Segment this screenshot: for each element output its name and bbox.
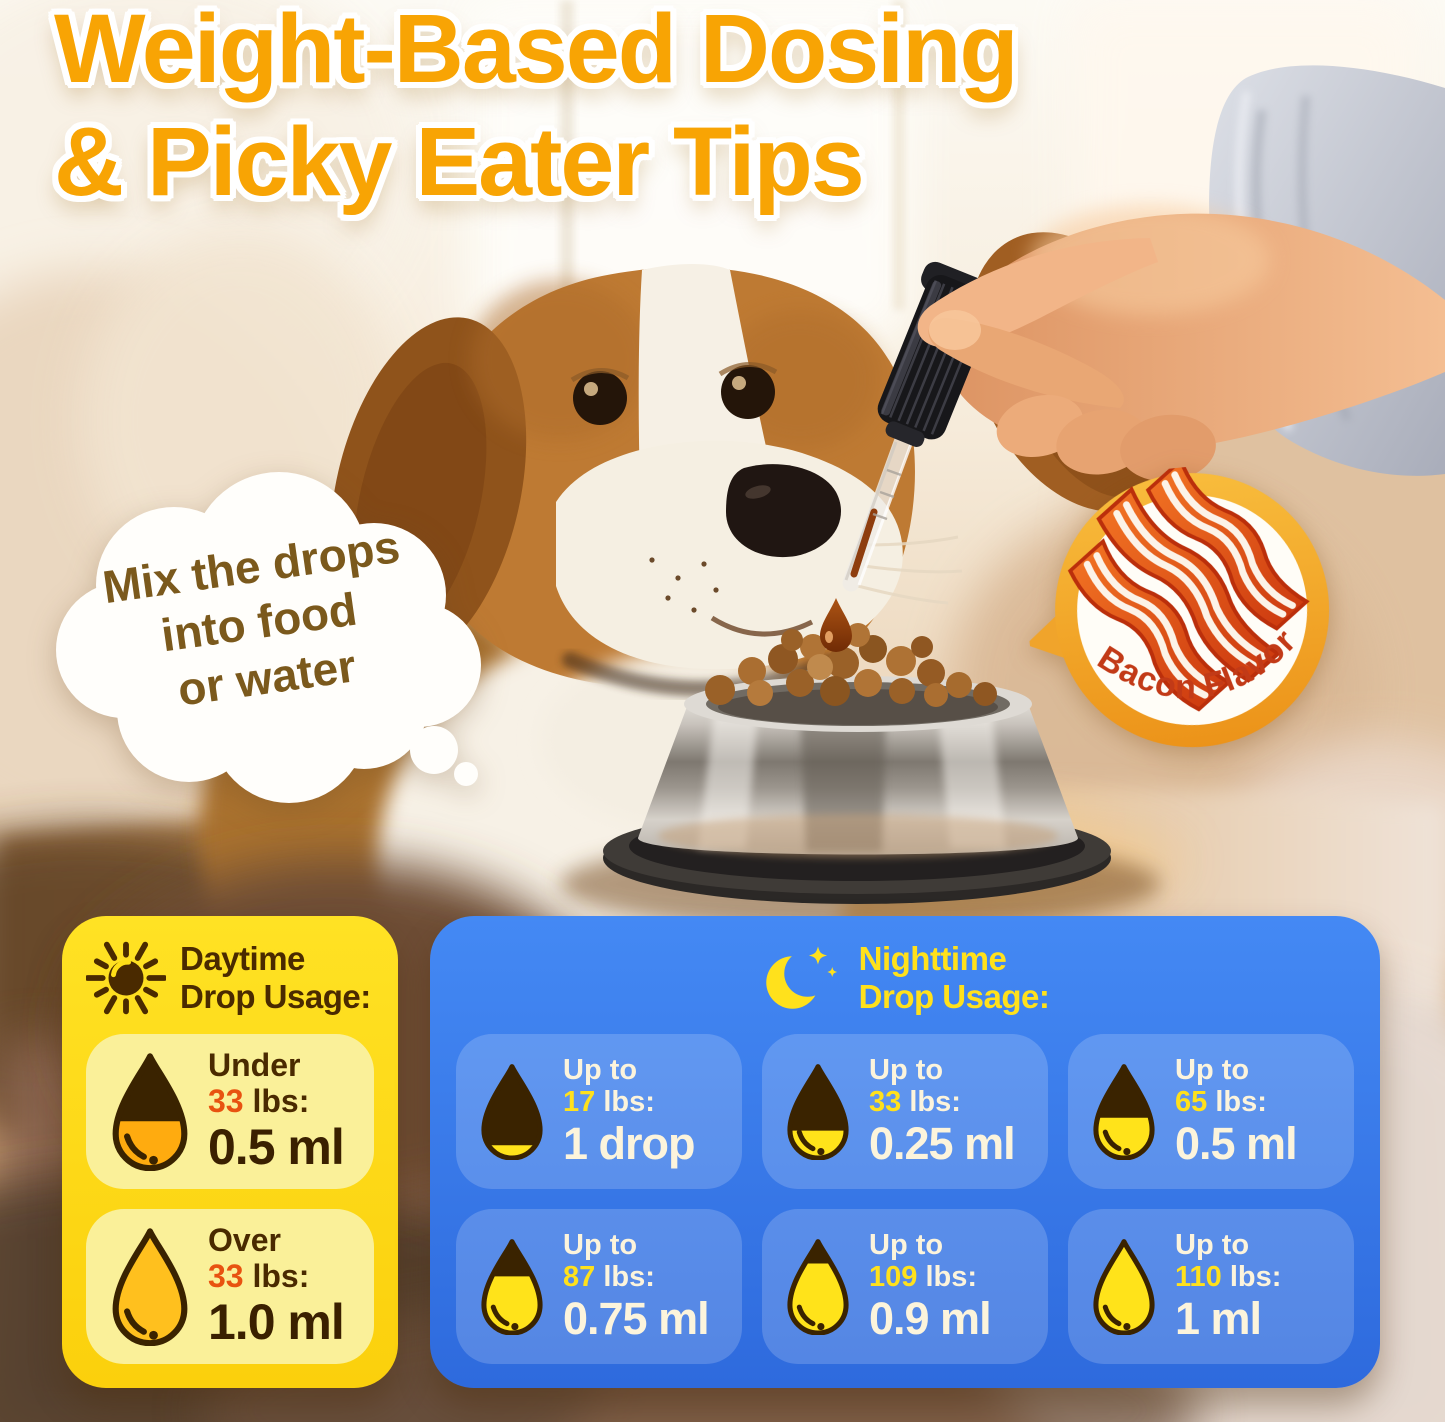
dose-prefix: Up to — [563, 1228, 638, 1261]
dose-amount: 0.25 ml — [869, 1117, 1016, 1169]
dose-weight-line: 87 lbs: — [563, 1261, 709, 1293]
dose-unit: lbs: — [909, 1086, 961, 1119]
bacon-icon — [1067, 457, 1310, 712]
daytime-cards: Under 33 lbs: 0.5 ml Over 33 lbs: 1.0 ml — [86, 1034, 374, 1364]
daytime-title-line1: Daytime — [180, 940, 305, 978]
sparkle-icon — [808, 946, 837, 977]
dose-qualifier: Over — [208, 1221, 281, 1258]
dose-weight: 33 — [208, 1257, 244, 1294]
drop-icon — [112, 1227, 188, 1346]
day-dose-card-over-33: Over 33 lbs: 1.0 ml — [86, 1209, 374, 1364]
drop-icon — [481, 1238, 543, 1336]
daytime-panel: Daytime Drop Usage: Under 33 lbs: 0.5 ml — [62, 916, 398, 1388]
dose-prefix: Up to — [869, 1228, 944, 1261]
dose-unit: lbs: — [252, 1257, 310, 1294]
dose-weight-line: 17 lbs: — [563, 1086, 695, 1118]
dose-unit: lbs: — [603, 1086, 655, 1119]
night-dose-card-110: Up to 110 lbs: 1 ml — [1068, 1209, 1354, 1364]
dose-unit: lbs: — [925, 1261, 978, 1294]
dose-weight-line: 109 lbs: — [869, 1261, 991, 1293]
nighttime-title: Nighttime Drop Usage: — [859, 940, 1050, 1015]
dose-weight: 17 — [563, 1086, 596, 1119]
nighttime-title-line1: Nighttime — [858, 940, 1007, 978]
food-bowl — [560, 623, 1160, 930]
nighttime-title-line2: Drop Usage: — [858, 978, 1050, 1015]
dose-amount: 0.75 ml — [563, 1292, 710, 1344]
drop-icon — [481, 1063, 543, 1161]
dose-unit: lbs: — [1215, 1086, 1267, 1119]
dose-unit: lbs: — [252, 1082, 310, 1119]
dose-weight: 109 — [869, 1261, 918, 1294]
dog-eye-left — [573, 371, 627, 425]
daytime-title: Daytime Drop Usage: — [180, 940, 371, 1015]
drop-icon — [1093, 1238, 1155, 1336]
pipette-liquid — [850, 508, 878, 578]
speech-bubble-cloud — [56, 472, 481, 803]
dose-prefix: Up to — [1175, 1053, 1250, 1086]
sun-icon — [86, 941, 166, 1015]
dose-amount: 1.0 ml — [208, 1294, 345, 1351]
moon-icon — [760, 942, 845, 1014]
speech-bubble: Mix the drops into food or water — [24, 460, 498, 812]
muzzle-speckles — [649, 557, 719, 613]
drop-icon — [787, 1238, 849, 1336]
drop-icon — [1093, 1063, 1155, 1161]
dose-weight: 65 — [1175, 1086, 1208, 1119]
dose-weight-line: 110 lbs: — [1175, 1261, 1281, 1293]
dose-weight: 33 — [208, 1082, 244, 1119]
dose-weight-line: 33 lbs: — [869, 1086, 1015, 1118]
bacon-flavor-badge: Bacon Flavor — [1013, 453, 1355, 786]
title-line-2: & Picky Eater Tips — [54, 107, 865, 217]
daytime-title-line2: Drop Usage: — [180, 978, 371, 1015]
night-dose-card-87: Up to 87 lbs: 0.75 ml — [456, 1209, 742, 1364]
night-dose-card-33: Up to 33 lbs: 0.25 ml — [762, 1034, 1048, 1189]
kibble — [705, 623, 997, 707]
dose-amount: 0.9 ml — [869, 1292, 992, 1344]
dose-weight-line: 65 lbs: — [1175, 1086, 1297, 1118]
dose-weight: 87 — [563, 1261, 596, 1294]
drop-icon — [787, 1063, 849, 1161]
dose-weight-line: 33 lbs: — [208, 1082, 344, 1120]
thumb — [928, 318, 1124, 408]
dog-eye-right — [721, 365, 775, 419]
dose-amount: 0.5 ml — [208, 1119, 345, 1176]
dose-unit: lbs: — [1229, 1261, 1282, 1294]
dose-amount: 0.5 ml — [1175, 1117, 1298, 1169]
dose-prefix: Up to — [869, 1053, 944, 1086]
dose-weight: 110 — [1175, 1261, 1222, 1294]
window-frame — [560, 0, 574, 330]
dose-unit: lbs: — [603, 1261, 655, 1294]
nighttime-panel: Nighttime Drop Usage: Up to 17 lbs: 1 dr… — [430, 916, 1380, 1388]
dose-amount: 1 drop — [563, 1117, 696, 1169]
night-dose-card-109: Up to 109 lbs: 0.9 ml — [762, 1209, 1048, 1364]
dose-amount: 1 ml — [1175, 1292, 1262, 1344]
dog-mouth — [710, 615, 814, 637]
dose-qualifier: Under — [208, 1046, 301, 1083]
title-line-1: Weight-Based Dosing — [54, 0, 1019, 103]
drop-icon — [112, 1052, 188, 1171]
nighttime-cards: Up to 17 lbs: 1 drop Up to 33 lbs: 0.25 … — [456, 1034, 1354, 1364]
day-dose-card-under-33: Under 33 lbs: 0.5 ml — [86, 1034, 374, 1189]
daytime-header: Daytime Drop Usage: — [86, 936, 374, 1020]
dropper — [820, 238, 1216, 652]
dose-prefix: Up to — [1175, 1228, 1250, 1261]
nighttime-header: Nighttime Drop Usage: — [456, 936, 1354, 1020]
night-dose-card-17: Up to 17 lbs: 1 drop — [456, 1034, 742, 1189]
night-dose-card-65: Up to 65 lbs: 0.5 ml — [1068, 1034, 1354, 1189]
dose-prefix: Up to — [563, 1053, 638, 1086]
page-title: Weight-Based Dosing & Picky Eater Tips — [54, 0, 1019, 219]
dose-weight: 33 — [869, 1086, 902, 1119]
dose-weight-line: 33 lbs: — [208, 1257, 344, 1295]
